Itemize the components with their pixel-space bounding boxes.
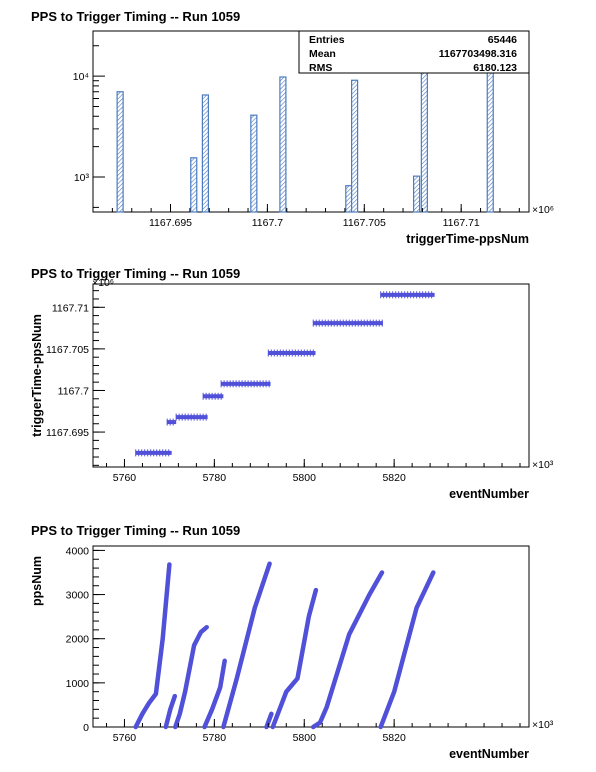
histogram-bar: [345, 185, 353, 213]
stats-box: Entries 65446 Mean 1167703498.316 RMS 6180.12…: [298, 30, 530, 74]
histogram-bar: [116, 91, 124, 213]
histogram-bar: [413, 175, 421, 213]
stats-label: Entries: [309, 34, 345, 46]
x-tick-label: 5820: [382, 732, 406, 744]
y-axis-label: ppsNum: [30, 556, 44, 606]
x-tick-label: 1167.695: [149, 217, 192, 229]
histogram-bar: [250, 114, 258, 213]
x-tick-label: 5760: [113, 732, 137, 744]
x-tick-label: 5800: [293, 472, 317, 484]
x-tick-label: 5800: [293, 732, 317, 744]
y-multiplier: ×10⁶: [92, 277, 114, 289]
x-tick-label: 5780: [203, 472, 227, 484]
chart-title-0: PPS to Trigger Timing -- Run 1059: [31, 9, 240, 24]
plot-frame-1: [92, 283, 530, 468]
data-curve: [310, 570, 385, 730]
stats-box-frame: [298, 30, 530, 74]
y-axis-label: triggerTime-ppsNum: [30, 314, 44, 437]
x-tick-label: 5820: [382, 472, 406, 484]
plot-frame-2: [92, 545, 530, 728]
data-curve: [270, 587, 319, 730]
x-tick-label: 1167.705: [343, 217, 386, 229]
y-tick-label: 10⁴: [73, 71, 89, 83]
y-tick-label: 4000: [66, 545, 90, 557]
y-tick-label: 2000: [66, 634, 90, 646]
y-tick-label: 1167.695: [46, 427, 89, 439]
x-multiplier: ×10³: [532, 719, 554, 731]
stats-label: Mean: [309, 48, 336, 60]
histogram-bar: [351, 79, 359, 213]
histogram-bar: [279, 76, 287, 213]
histogram-bar: [190, 157, 198, 213]
x-tick-label: 5780: [203, 732, 227, 744]
stats-value: 65446: [488, 34, 517, 46]
y-tick-label: 3000: [66, 590, 90, 602]
x-axis-label: eventNumber: [449, 487, 529, 501]
y-tick-label: 1167.71: [52, 302, 89, 314]
stats-label: RMS: [309, 62, 332, 74]
data-curve: [173, 624, 209, 730]
data-curve: [378, 570, 436, 730]
y-tick-label: 0: [83, 722, 89, 734]
chart-title-2: PPS to Trigger Timing -- Run 1059: [31, 523, 240, 538]
y-tick-label: 1167.705: [46, 344, 89, 356]
histogram-bar: [201, 94, 209, 213]
y-tick-label: 10³: [74, 172, 90, 184]
data-curve: [133, 562, 172, 730]
histogram-bar: [486, 65, 494, 213]
data-curve: [163, 693, 178, 730]
y-tick-label: 1167.7: [58, 385, 89, 397]
data-curve: [264, 711, 274, 730]
histogram-bar: [420, 60, 428, 213]
y-tick-label: 1000: [66, 678, 90, 690]
stats-value: 6180.123: [473, 62, 517, 74]
stats-value: 1167703498.316: [439, 48, 517, 60]
x-tick-label: 5760: [113, 472, 137, 484]
x-axis-label: triggerTime-ppsNum: [406, 232, 529, 246]
x-axis-label: eventNumber: [449, 747, 529, 761]
chart-title-1: PPS to Trigger Timing -- Run 1059: [31, 266, 240, 281]
x-tick-label: 1167.7: [252, 217, 283, 229]
data-curve: [202, 658, 227, 730]
data-curve: [221, 561, 272, 730]
x-multiplier: ×10³: [532, 459, 554, 471]
x-multiplier: ×10⁶: [532, 204, 554, 216]
x-tick-label: 1167.71: [443, 217, 480, 229]
